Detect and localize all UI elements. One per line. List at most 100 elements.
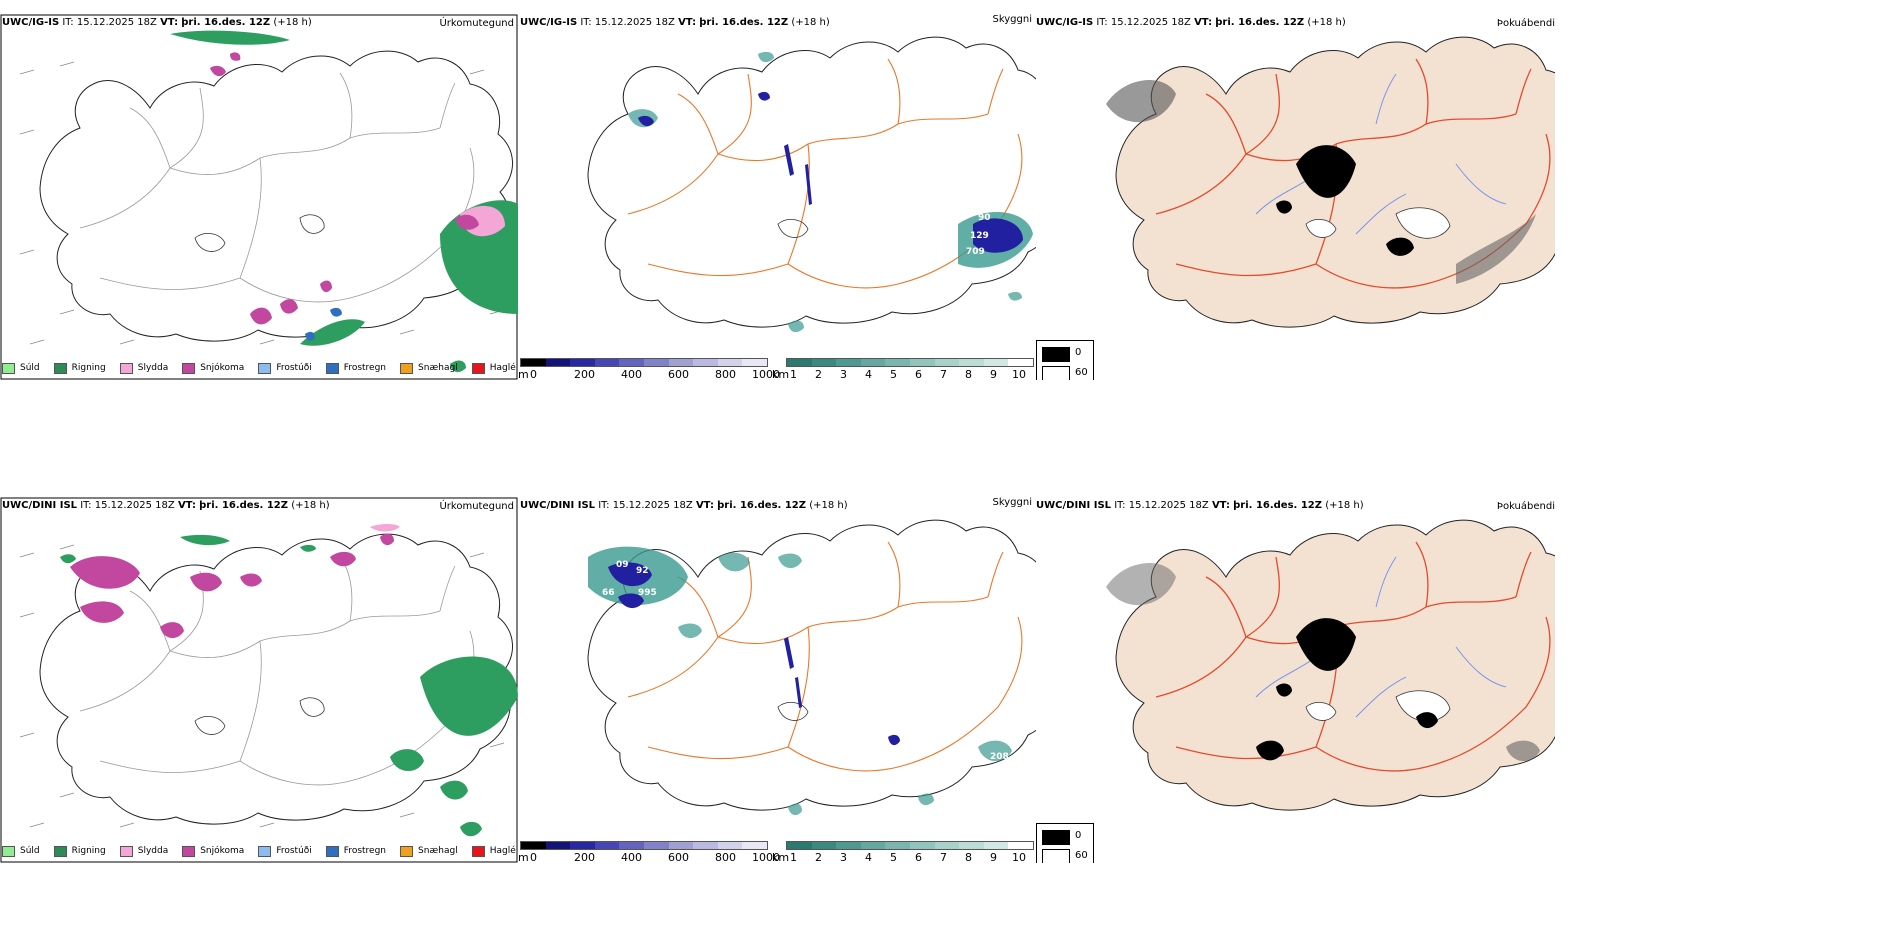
- freezing-drizzle-swatch: [258, 362, 272, 374]
- legend-item: Frostúði: [258, 362, 312, 374]
- it-label-bottom: IT:: [598, 500, 610, 511]
- hail-swatch: [471, 362, 485, 374]
- visibility-ticks-bottom: 1 2 3 4 5 6 7 8 9 10: [790, 851, 1026, 863]
- it-label-bottom: IT:: [1114, 500, 1126, 511]
- vis-number: 709: [966, 247, 985, 257]
- fog-high-swatch: [1042, 347, 1070, 362]
- legend-item: Rigning: [53, 362, 106, 374]
- model-name-top: UWC/IG-IS: [1036, 17, 1094, 28]
- precip-legend-bottom: Súld Rigning Slydda Snjókoma Frostúði Fr…: [2, 841, 518, 861]
- vt-label-top: VT:: [678, 17, 697, 28]
- vt-label-bottom: VT:: [177, 500, 196, 511]
- fog-low-swatch: [1042, 849, 1070, 863]
- drizzle-swatch: [2, 845, 15, 857]
- ceiling-colorbar-bottom: [520, 841, 768, 850]
- precip-type-label-bottom: Úrkomutegund: [439, 501, 514, 512]
- cloud-vis-panel-top: 90 129 709 UWC/IG-IS IT: 15.12.2025 18Z …: [518, 14, 1036, 380]
- visibility-colorbar-bottom: [786, 841, 1034, 850]
- sleet-swatch: [119, 845, 133, 857]
- cloud-fields-bottom: [588, 546, 1012, 816]
- model-name-bottom: UWC/DINI ISL: [1036, 500, 1112, 511]
- fog-panel-bottom: UWC/DINI ISL IT: 15.12.2025 18Z VT: þri.…: [1036, 497, 1555, 863]
- it-value-bottom: 15.12.2025 18Z: [1128, 500, 1209, 511]
- fog-legend-bottom: 0 60: [1036, 823, 1094, 863]
- vt-label-bottom: VT:: [695, 500, 714, 511]
- legend-item: Frostúði: [258, 845, 312, 857]
- legend-item: Snæhagl: [400, 362, 458, 374]
- fog-label-bottom: Þokuábendi: [1496, 501, 1555, 512]
- precip-fields-top: [170, 30, 518, 373]
- fog-low-swatch: [1042, 366, 1070, 380]
- cloud-vis-map-bottom: 09 92 66 995 131 50 208: [587, 519, 1036, 816]
- visibility-unit-bottom: km: [772, 851, 790, 863]
- cloud-label-top: Skyggni: [992, 14, 1032, 25]
- fog-legend-top: 0 60: [1036, 340, 1094, 380]
- fog-high-swatch: [1042, 830, 1070, 845]
- it-value-bottom: 15.12.2025 18Z: [94, 500, 175, 511]
- rain-swatch: [53, 362, 67, 374]
- freezing-rain-swatch: [325, 845, 339, 857]
- vt-label-bottom: VT:: [1211, 500, 1230, 511]
- ceiling-ticks-top: 0 200 400 600 800 1000: [530, 368, 780, 380]
- vt-value-top: þri. 16.des. 12Z: [699, 17, 789, 28]
- vt-label-top: VT:: [1194, 17, 1213, 28]
- legend-item: Rigning: [53, 845, 106, 857]
- precip-map-bottom: [0, 497, 518, 863]
- lead-time-top: (+18 h): [1307, 17, 1346, 28]
- precip-type-panel-bottom: UWC/DINI ISL IT: 15.12.2025 18Z VT: þri.…: [0, 497, 518, 863]
- legend-item: Frostregn: [325, 362, 386, 374]
- legend-item: Súld: [2, 845, 40, 857]
- vt-value-top: þri. 16.des. 12Z: [1215, 17, 1305, 28]
- model-name-top: UWC/IG-IS: [2, 17, 60, 28]
- vis-number: 995: [638, 588, 657, 598]
- fog-label-top: Þokuábendi: [1496, 18, 1555, 29]
- rain-swatch: [53, 845, 67, 857]
- vis-number: 92: [636, 566, 649, 576]
- vt-value-bottom: þri. 16.des. 12Z: [1233, 500, 1322, 511]
- freezing-rain-swatch: [325, 362, 339, 374]
- visibility-unit-top: km: [772, 368, 790, 380]
- fog-map-top: [1106, 36, 1555, 328]
- it-value-top: 15.12.2025 18Z: [1110, 17, 1191, 28]
- legend-item: Frostregn: [325, 845, 386, 857]
- ceiling-ticks-bottom: 0 200 400 600 800 1000: [530, 851, 780, 863]
- lead-time-bottom: (+18 h): [291, 500, 330, 511]
- ceiling-colorbar-top: [520, 358, 768, 367]
- cloud-label-bottom: Skyggni: [992, 497, 1032, 508]
- cloud-vis-panel-bottom: 09 92 66 995 131 50 208 UWC/DINI ISL IT:…: [518, 497, 1036, 863]
- ceiling-unit-top: m: [518, 368, 529, 380]
- fog-fields-top: [1106, 80, 1536, 284]
- model-name-top: UWC/IG-IS: [520, 17, 578, 28]
- freezing-drizzle-swatch: [258, 845, 272, 857]
- fog-map-bottom: [1106, 519, 1555, 811]
- fog-fields-bottom: [1106, 563, 1540, 762]
- sleet-swatch: [119, 362, 133, 374]
- vis-number: 131: [630, 608, 649, 618]
- lead-time-top: (+18 h): [791, 17, 830, 28]
- drizzle-swatch: [2, 362, 15, 374]
- lead-time-bottom: (+18 h): [809, 500, 848, 511]
- snow-pellets-swatch: [400, 845, 414, 857]
- hail-swatch: [471, 845, 485, 857]
- precip-map-top: [0, 14, 518, 380]
- precip-fields-bottom: [60, 524, 518, 837]
- vis-number: 208: [990, 752, 1009, 762]
- visibility-colorbar-top: [786, 358, 1034, 367]
- vt-value-top: þri. 16.des. 12Z: [181, 17, 271, 28]
- snow-swatch: [182, 362, 196, 374]
- visibility-ticks-top: 1 2 3 4 5 6 7 8 9 10: [790, 368, 1026, 380]
- it-label-bottom: IT:: [80, 500, 92, 511]
- it-label-top: IT:: [580, 17, 592, 28]
- cloud-vis-map-top: 90 129 709: [587, 36, 1036, 333]
- vis-number: 66: [602, 588, 615, 598]
- vt-value-bottom: þri. 16.des. 12Z: [717, 500, 806, 511]
- legend-item: Slydda: [119, 362, 168, 374]
- ceiling-unit-bottom: m: [518, 851, 529, 863]
- lead-time-top: (+18 h): [273, 17, 312, 28]
- cloud-fields-top: [628, 51, 1033, 333]
- lead-time-bottom: (+18 h): [1325, 500, 1364, 511]
- legend-item: Snjókoma: [182, 845, 244, 857]
- precip-type-label-top: Úrkomutegund: [439, 18, 514, 29]
- model-name-bottom: UWC/DINI ISL: [520, 500, 596, 511]
- precip-type-panel-top: UWC/IG-IS IT: 15.12.2025 18Z VT: þri. 16…: [0, 14, 518, 380]
